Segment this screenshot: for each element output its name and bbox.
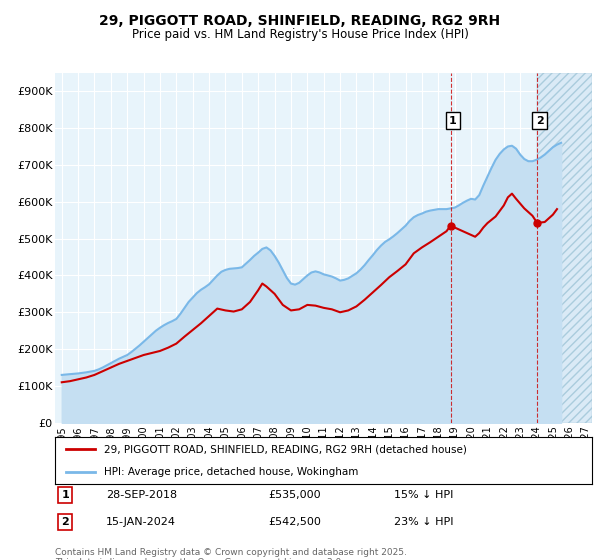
- Text: Price paid vs. HM Land Registry's House Price Index (HPI): Price paid vs. HM Land Registry's House …: [131, 28, 469, 41]
- Text: £542,500: £542,500: [268, 517, 321, 527]
- Text: 28-SEP-2018: 28-SEP-2018: [106, 490, 178, 500]
- Text: £535,000: £535,000: [268, 490, 321, 500]
- Text: 15-JAN-2024: 15-JAN-2024: [106, 517, 176, 527]
- Text: 1: 1: [61, 490, 69, 500]
- Text: 29, PIGGOTT ROAD, SHINFIELD, READING, RG2 9RH (detached house): 29, PIGGOTT ROAD, SHINFIELD, READING, RG…: [104, 444, 466, 454]
- Text: 2: 2: [61, 517, 69, 527]
- Text: 29, PIGGOTT ROAD, SHINFIELD, READING, RG2 9RH: 29, PIGGOTT ROAD, SHINFIELD, READING, RG…: [100, 14, 500, 28]
- Text: 23% ↓ HPI: 23% ↓ HPI: [394, 517, 454, 527]
- Text: 15% ↓ HPI: 15% ↓ HPI: [394, 490, 454, 500]
- Text: HPI: Average price, detached house, Wokingham: HPI: Average price, detached house, Woki…: [104, 467, 358, 477]
- Text: 2: 2: [536, 116, 544, 125]
- Text: 1: 1: [449, 116, 457, 125]
- Text: Contains HM Land Registry data © Crown copyright and database right 2025.
This d: Contains HM Land Registry data © Crown c…: [55, 548, 407, 560]
